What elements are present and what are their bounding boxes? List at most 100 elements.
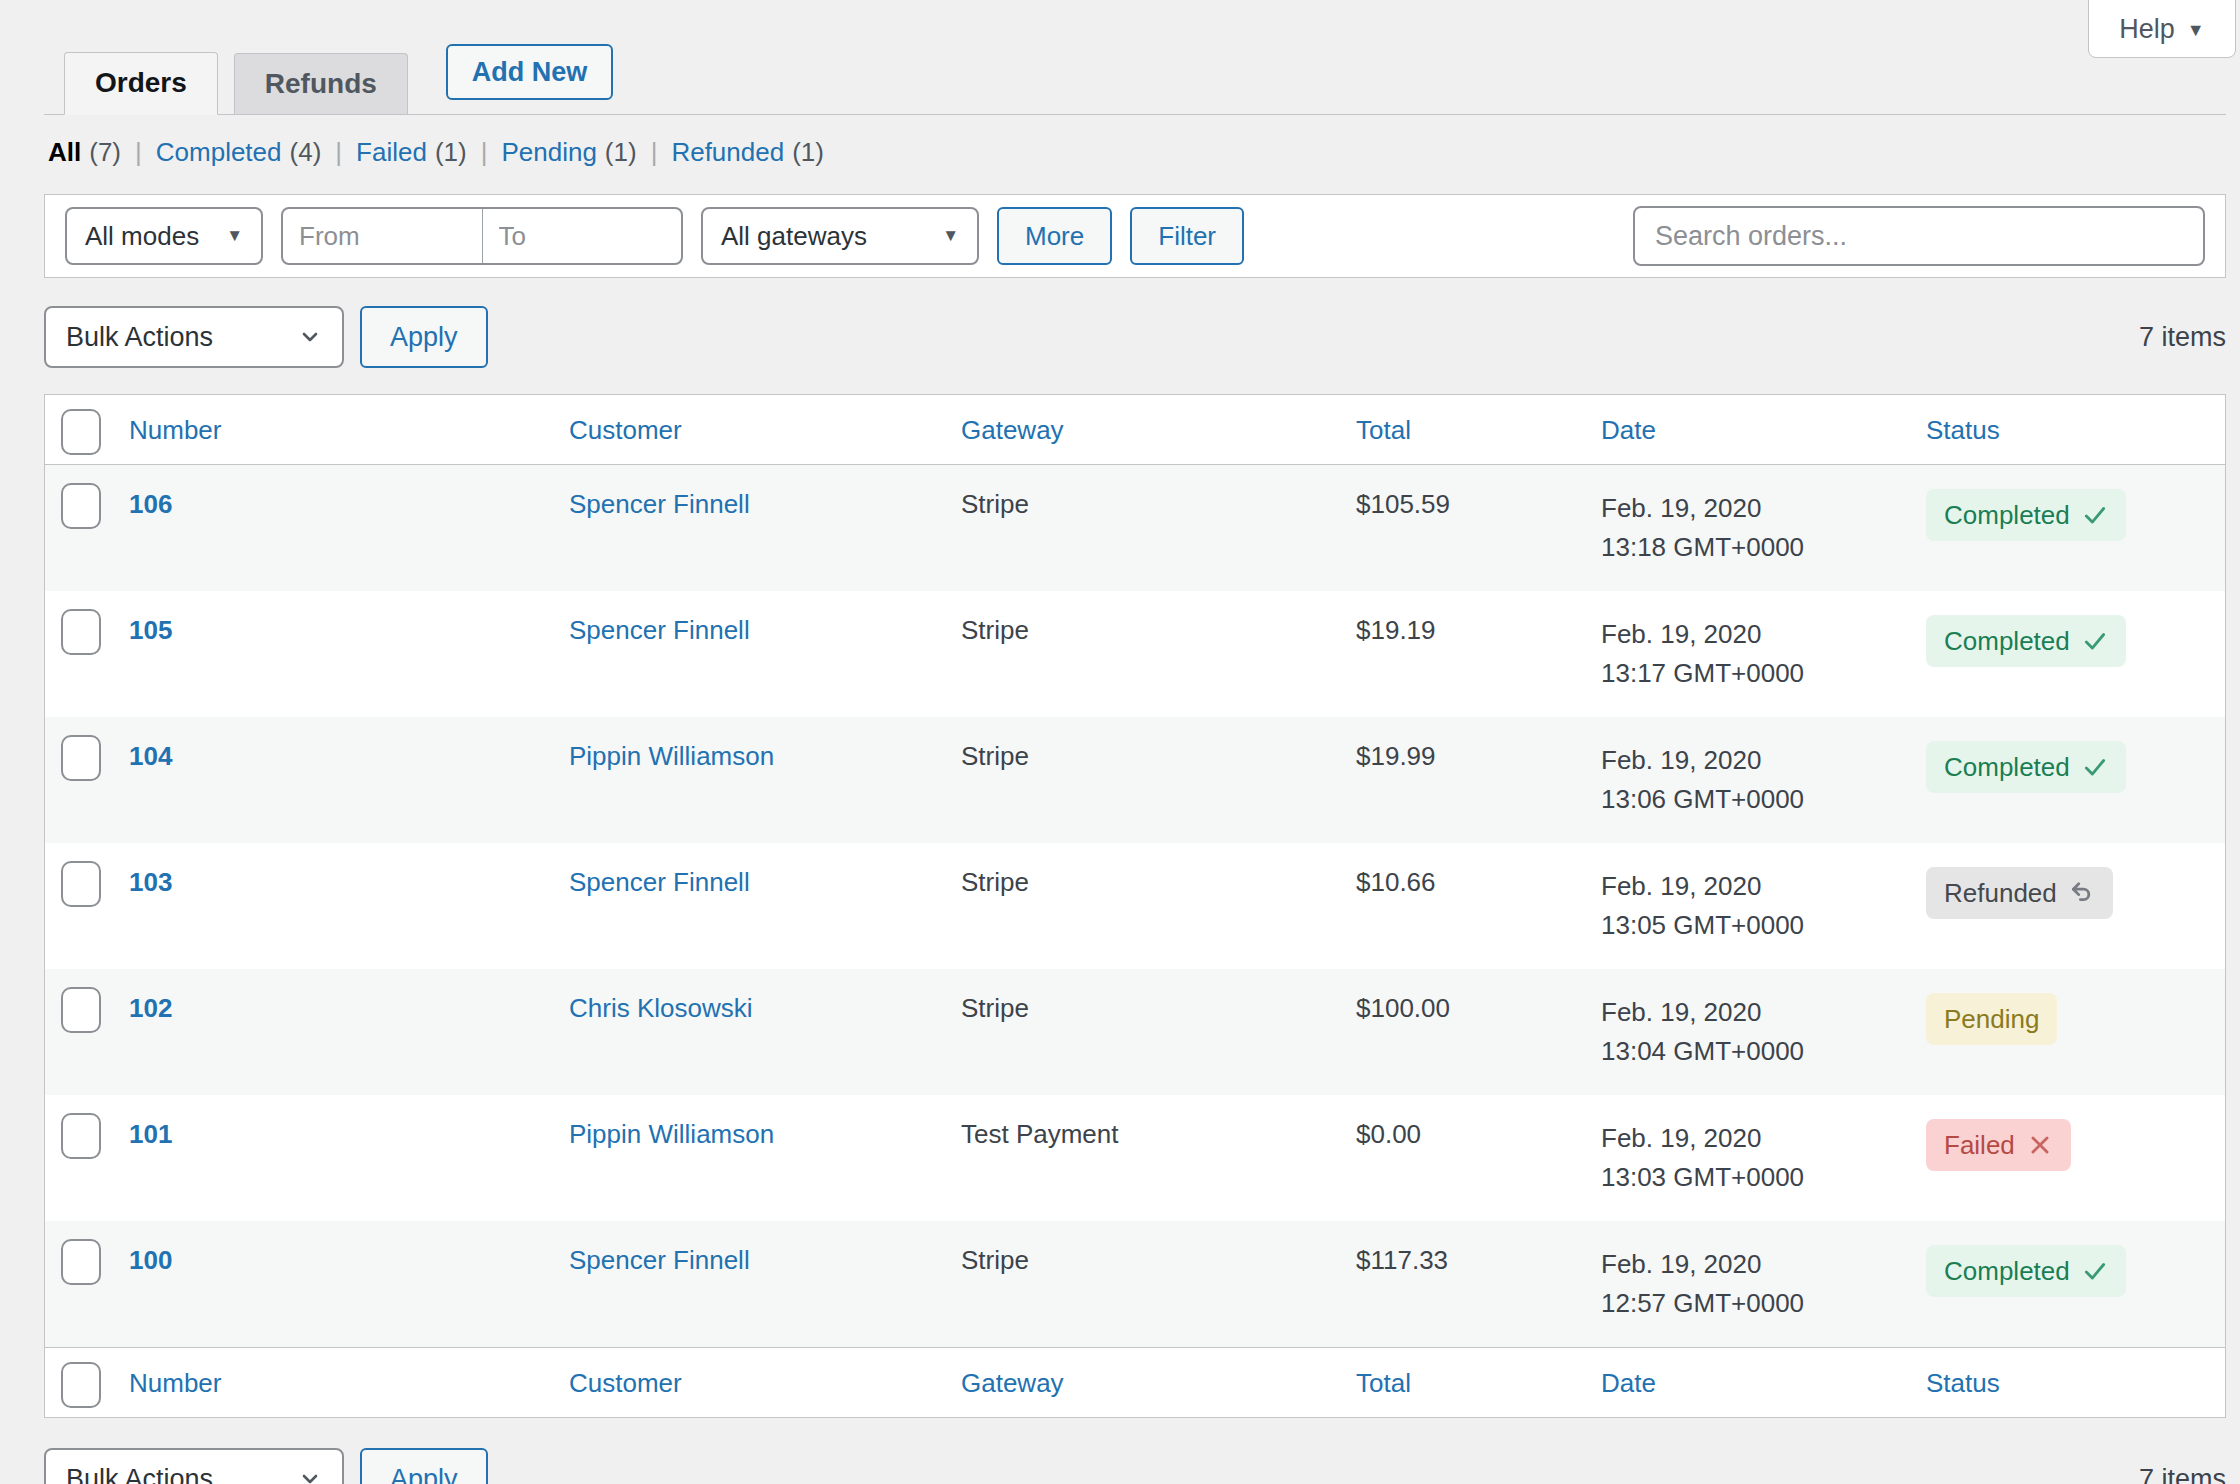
table-row: 100Spencer FinnellStripe$117.33Feb. 19, … (45, 1221, 2225, 1347)
row-checkbox-cell (45, 843, 129, 914)
date-to-input[interactable] (483, 209, 682, 263)
column-footer-status[interactable]: Status (1926, 1348, 2225, 1417)
orders-table: Number Customer Gateway Total Date Statu… (44, 394, 2226, 1418)
table-footer-row: Number Customer Gateway Total Date Statu… (45, 1347, 2225, 1417)
customer-cell: Spencer Finnell (569, 591, 961, 670)
order-number-link[interactable]: 101 (129, 1119, 172, 1149)
filter-pending[interactable]: Pending(1) (501, 137, 636, 168)
order-number-link[interactable]: 104 (129, 741, 172, 771)
column-header-customer[interactable]: Customer (569, 395, 961, 464)
tablenav-bottom: Bulk Actions Apply 7 items (44, 1448, 2226, 1484)
order-number-link[interactable]: 103 (129, 867, 172, 897)
column-header-gateway[interactable]: Gateway (961, 395, 1356, 464)
tab-refunds[interactable]: Refunds (234, 53, 408, 114)
customer-link[interactable]: Chris Klosowski (569, 993, 753, 1023)
status-badge: Completed (1926, 615, 2126, 667)
customer-link[interactable]: Pippin Williamson (569, 1119, 774, 1149)
filter-failed[interactable]: Failed(1) (356, 137, 467, 168)
row-checkbox-cell (45, 591, 129, 662)
customer-link[interactable]: Spencer Finnell (569, 1245, 750, 1275)
column-footer-number[interactable]: Number (129, 1348, 569, 1417)
check-icon (2082, 628, 2108, 654)
column-header-number[interactable]: Number (129, 395, 569, 464)
filter-panel: All modes ▼ All gateways ▼ More Filter (44, 194, 2226, 278)
order-number-link[interactable]: 102 (129, 993, 172, 1023)
table-row: 105Spencer FinnellStripe$19.19Feb. 19, 2… (45, 591, 2225, 717)
date-from-input[interactable] (283, 209, 482, 263)
modes-select[interactable]: All modes ▼ (65, 207, 263, 265)
filter-completed-label: Completed (156, 137, 282, 167)
add-new-button[interactable]: Add New (446, 44, 614, 100)
table-row: 104Pippin WilliamsonStripe$19.99Feb. 19,… (45, 717, 2225, 843)
date-range-inputs (281, 207, 683, 265)
separator: | (135, 137, 142, 168)
row-checkbox[interactable] (61, 735, 101, 781)
apply-button[interactable]: Apply (360, 306, 488, 368)
total-cell: $100.00 (1356, 969, 1601, 1048)
gateways-select[interactable]: All gateways ▼ (701, 207, 979, 265)
column-header-total[interactable]: Total (1356, 395, 1601, 464)
customer-link[interactable]: Spencer Finnell (569, 867, 750, 897)
date-line: Feb. 19, 2020 (1601, 867, 1926, 906)
apply-button[interactable]: Apply (360, 1448, 488, 1484)
tab-orders[interactable]: Orders (64, 52, 218, 115)
modes-select-value: All modes (85, 221, 199, 252)
date-line: Feb. 19, 2020 (1601, 993, 1926, 1032)
bulk-actions-select[interactable]: Bulk Actions (44, 306, 344, 368)
customer-link[interactable]: Pippin Williamson (569, 741, 774, 771)
date-line: Feb. 19, 2020 (1601, 741, 1926, 780)
customer-link[interactable]: Spencer Finnell (569, 615, 750, 645)
column-footer-date[interactable]: Date (1601, 1348, 1926, 1417)
column-footer-gateway[interactable]: Gateway (961, 1348, 1356, 1417)
row-checkbox[interactable] (61, 609, 101, 655)
separator: | (335, 137, 342, 168)
row-checkbox[interactable] (61, 861, 101, 907)
column-footer-customer[interactable]: Customer (569, 1348, 961, 1417)
filter-completed[interactable]: Completed(4) (156, 137, 322, 168)
status-badge-label: Completed (1944, 754, 2070, 780)
chevron-down-icon: ▼ (2187, 20, 2205, 45)
date-cell: Feb. 19, 202013:05 GMT+0000 (1601, 843, 1926, 969)
status-cell: Refunded (1926, 843, 2225, 943)
more-button[interactable]: More (997, 207, 1112, 265)
order-number-cell: 101 (129, 1095, 569, 1174)
customer-link[interactable]: Spencer Finnell (569, 489, 750, 519)
filter-failed-label: Failed (356, 137, 427, 167)
gateway-cell: Test Payment (961, 1095, 1356, 1174)
filter-all[interactable]: All(7) (48, 137, 121, 168)
filter-refunded[interactable]: Refunded(1) (671, 137, 824, 168)
date-line: Feb. 19, 2020 (1601, 1245, 1926, 1284)
date-line: Feb. 19, 2020 (1601, 615, 1926, 654)
status-badge-label: Pending (1944, 1006, 2039, 1032)
check-icon (2082, 1258, 2108, 1284)
select-all-checkbox[interactable] (61, 409, 101, 455)
order-number-link[interactable]: 106 (129, 489, 172, 519)
row-checkbox[interactable] (61, 1113, 101, 1159)
order-number-link[interactable]: 105 (129, 615, 172, 645)
bulk-actions-select[interactable]: Bulk Actions (44, 1448, 344, 1484)
order-number-link[interactable]: 100 (129, 1245, 172, 1275)
time-line: 13:06 GMT+0000 (1601, 780, 1926, 819)
time-line: 13:04 GMT+0000 (1601, 1032, 1926, 1071)
row-checkbox[interactable] (61, 1239, 101, 1285)
column-header-date[interactable]: Date (1601, 395, 1926, 464)
select-all-checkbox[interactable] (61, 1362, 101, 1408)
table-header-row: Number Customer Gateway Total Date Statu… (45, 395, 2225, 465)
status-cell: Failed (1926, 1095, 2225, 1195)
chevron-down-icon (298, 1467, 322, 1484)
column-header-status[interactable]: Status (1926, 395, 2225, 464)
header-checkbox-cell (45, 395, 129, 459)
search-input[interactable] (1633, 206, 2205, 266)
column-footer-total[interactable]: Total (1356, 1348, 1601, 1417)
help-button[interactable]: Help ▼ (2088, 0, 2236, 58)
table-row: 101Pippin WilliamsonTest Payment$0.00Feb… (45, 1095, 2225, 1221)
chevron-down-icon: ▼ (226, 226, 243, 246)
status-badge-label: Completed (1944, 1258, 2070, 1284)
row-checkbox[interactable] (61, 483, 101, 529)
table-row: 106Spencer FinnellStripe$105.59Feb. 19, … (45, 465, 2225, 591)
customer-cell: Spencer Finnell (569, 465, 961, 544)
customer-cell: Pippin Williamson (569, 717, 961, 796)
time-line: 12:57 GMT+0000 (1601, 1284, 1926, 1323)
row-checkbox[interactable] (61, 987, 101, 1033)
filter-button[interactable]: Filter (1130, 207, 1244, 265)
